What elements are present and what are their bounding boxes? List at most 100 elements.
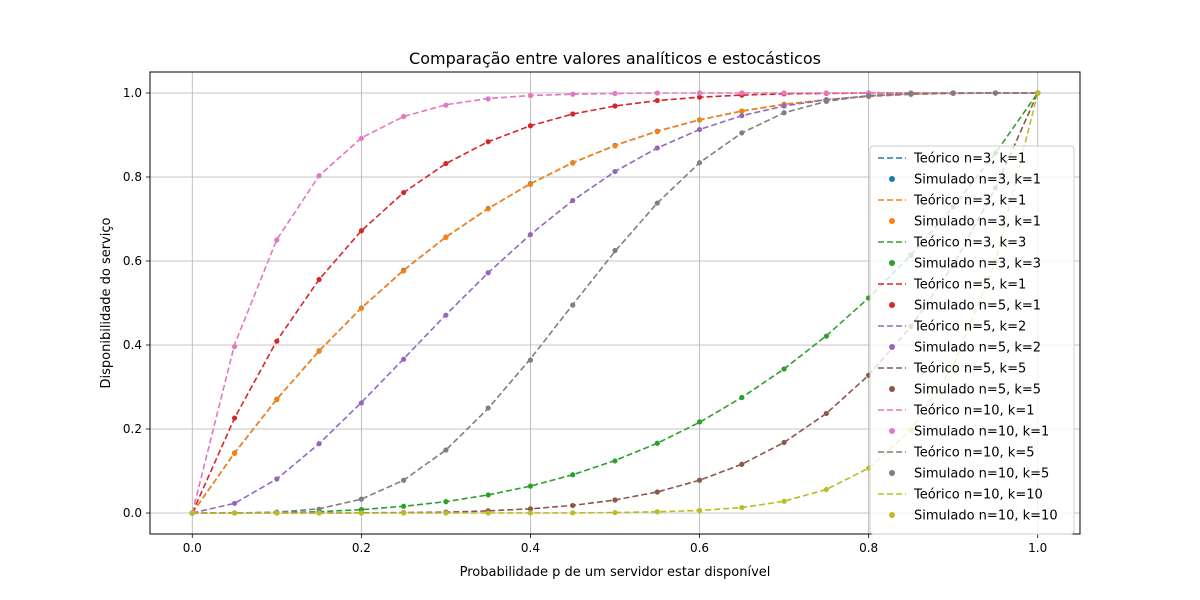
legend-dot-swatch xyxy=(889,344,895,350)
legend-label: Teórico n=10, k=5 xyxy=(913,446,1035,461)
legend-frame xyxy=(869,145,1075,535)
data-point xyxy=(316,348,322,354)
data-point xyxy=(781,366,787,372)
data-point xyxy=(485,492,491,498)
data-point xyxy=(654,509,660,515)
legend-item: Teórico n=5, k=1 xyxy=(878,278,1026,293)
data-point xyxy=(781,90,787,96)
data-point xyxy=(654,145,660,151)
series-6 xyxy=(191,92,1038,514)
data-point xyxy=(612,168,618,175)
data-point xyxy=(612,458,618,464)
data-point xyxy=(654,129,660,135)
x-tick-label: 0.2 xyxy=(352,541,371,555)
data-point xyxy=(781,103,787,109)
legend-dot-swatch xyxy=(889,260,895,266)
data-point xyxy=(231,344,238,350)
y-tick-label: 0.2 xyxy=(123,422,142,436)
y-tick-label: 0.8 xyxy=(123,170,142,184)
legend-dot-swatch xyxy=(889,176,895,182)
data-point xyxy=(527,231,534,238)
y-tick-label: 0.6 xyxy=(123,254,142,268)
data-point xyxy=(612,103,618,109)
data-point xyxy=(696,90,703,96)
legend-dot-swatch xyxy=(889,470,895,476)
legend-label: Simulado n=10, k=10 xyxy=(914,509,1058,524)
legend-item: Simulado n=10, k=5 xyxy=(889,467,1049,482)
data-point xyxy=(316,173,322,179)
legend-dot-swatch xyxy=(889,302,895,308)
data-point xyxy=(527,510,534,516)
data-point xyxy=(358,305,364,312)
data-point xyxy=(401,268,407,274)
data-point xyxy=(696,419,703,425)
data-point xyxy=(739,113,745,119)
legend: Teórico n=3, k=1 Simulado n=3, k=1 Teórico… xyxy=(869,145,1075,535)
data-point xyxy=(274,510,280,516)
x-tick-label: 0.6 xyxy=(690,541,709,555)
y-axis-label: Disponibilidade do serviço xyxy=(99,217,114,388)
legend-dot-swatch xyxy=(889,218,895,224)
legend-label: Simulado n=5, k=1 xyxy=(914,299,1041,314)
legend-label: Teórico n=5, k=2 xyxy=(913,320,1026,335)
data-point xyxy=(527,357,534,363)
legend-item: Teórico n=5, k=5 xyxy=(878,362,1026,377)
data-point xyxy=(696,94,703,100)
legend-item: Simulado n=5, k=2 xyxy=(889,341,1041,356)
data-point xyxy=(485,139,491,145)
data-point xyxy=(654,200,660,206)
data-point xyxy=(570,302,576,308)
data-point xyxy=(696,160,703,166)
data-point xyxy=(358,496,364,502)
data-point xyxy=(781,498,787,504)
data-point xyxy=(401,113,407,120)
data-point xyxy=(443,510,449,516)
legend-item: Teórico n=3, k=3 xyxy=(878,236,1026,251)
data-point xyxy=(570,197,576,204)
legend-label: Teórico n=10, k=1 xyxy=(913,404,1035,419)
data-point xyxy=(443,312,449,318)
legend-label: Simulado n=3, k=1 xyxy=(914,173,1041,188)
data-point xyxy=(739,130,745,136)
data-point xyxy=(189,510,195,516)
series-line xyxy=(192,92,1038,514)
data-point xyxy=(274,237,280,243)
data-point xyxy=(527,123,534,129)
data-point xyxy=(739,461,745,467)
legend-dot-swatch xyxy=(889,512,895,518)
data-point xyxy=(316,441,322,447)
data-point xyxy=(231,510,238,516)
data-point xyxy=(485,206,491,212)
data-point xyxy=(570,160,576,166)
data-point xyxy=(781,439,787,446)
data-point xyxy=(274,476,280,482)
legend-label: Teórico n=5, k=5 xyxy=(913,362,1026,377)
legend-item: Teórico n=10, k=1 xyxy=(878,404,1035,419)
data-point xyxy=(316,506,322,512)
data-point xyxy=(443,499,449,505)
data-point xyxy=(401,356,407,362)
data-point xyxy=(443,447,449,453)
data-point xyxy=(654,97,660,104)
x-tick-label: 0.8 xyxy=(859,541,878,555)
data-point xyxy=(231,415,238,421)
data-point xyxy=(485,96,491,102)
legend-item: Simulado n=10, k=10 xyxy=(889,509,1058,524)
data-point xyxy=(696,117,703,123)
data-point xyxy=(527,483,534,489)
y-tick-label: 1.0 xyxy=(123,86,142,100)
series-line xyxy=(191,92,1038,514)
data-point xyxy=(570,91,576,97)
data-point xyxy=(358,510,364,516)
x-axis-label: Probabilidade p de um servidor estar dis… xyxy=(460,565,771,580)
data-point xyxy=(316,510,322,516)
data-point xyxy=(739,504,745,511)
data-point xyxy=(612,247,618,254)
legend-item: Simulado n=5, k=5 xyxy=(889,383,1041,398)
data-point xyxy=(696,126,703,133)
data-point xyxy=(570,472,576,478)
x-tick-label: 0.0 xyxy=(183,541,202,555)
data-point xyxy=(401,510,407,516)
data-point xyxy=(274,397,280,403)
series-group xyxy=(189,90,1041,516)
